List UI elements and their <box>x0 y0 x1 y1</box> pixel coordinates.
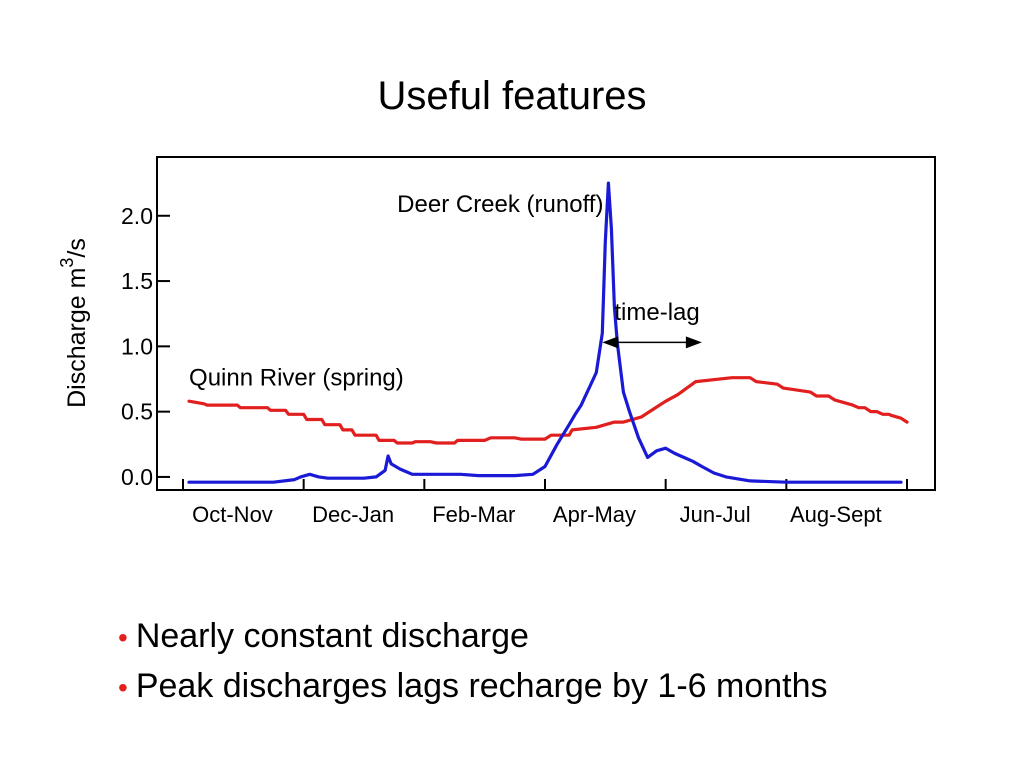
bullet-item: • Nearly constant discharge <box>118 612 828 662</box>
x-tick-label: Apr-May <box>553 502 636 527</box>
y-axis-label-main: Discharge m <box>63 268 91 408</box>
x-tick-label: Jun-Jul <box>680 502 751 527</box>
y-tick-label: 0.0 <box>121 464 153 490</box>
slide-title: Useful features <box>377 74 647 118</box>
bullet-list: • Nearly constant discharge • Peak dischar… <box>118 612 828 712</box>
arrowhead-right-icon <box>685 336 702 349</box>
y-tick-label: 0.5 <box>121 399 153 425</box>
bullet-item: • Peak discharges lags recharge by 1-6 mo… <box>118 662 828 712</box>
chart-annotation: Deer Creek (runoff) <box>397 191 603 218</box>
x-tick-label: Dec-Jan <box>312 502 394 527</box>
svg-text:Discharge m3/s: Discharge m3/s <box>57 238 91 408</box>
x-tick-label: Oct-Nov <box>192 502 273 527</box>
bullet-dot-icon: • <box>118 622 128 653</box>
chart-annotation: Quinn River (spring) <box>189 365 404 392</box>
discharge-chart: Discharge m3/s 0.0 0.5 1.0 1.5 2.0 Oct-Nov Dec… <box>57 156 936 527</box>
y-tick-label: 1.0 <box>121 333 153 359</box>
chart-annotation: time-lag <box>614 299 699 326</box>
bullet-text: Nearly constant discharge <box>135 617 529 655</box>
y-tick-label: 2.0 <box>121 203 153 229</box>
y-tick-label: 1.5 <box>121 268 153 294</box>
y-axis-label-unit: /s <box>63 238 91 257</box>
y-axis-label: Discharge m3/s <box>57 238 91 408</box>
bullet-dot-icon: • <box>118 672 128 703</box>
y-axis-label-superscript: 3 <box>57 258 77 268</box>
x-tick-label: Feb-Mar <box>432 502 515 527</box>
series-line-quinn-river <box>187 376 909 445</box>
series-line-deer-creek <box>187 181 903 484</box>
x-tick-label: Aug-Sept <box>790 502 882 527</box>
bullet-text: Peak discharges lags recharge by 1-6 mon… <box>135 667 828 705</box>
arrowhead-left-icon <box>602 336 619 349</box>
